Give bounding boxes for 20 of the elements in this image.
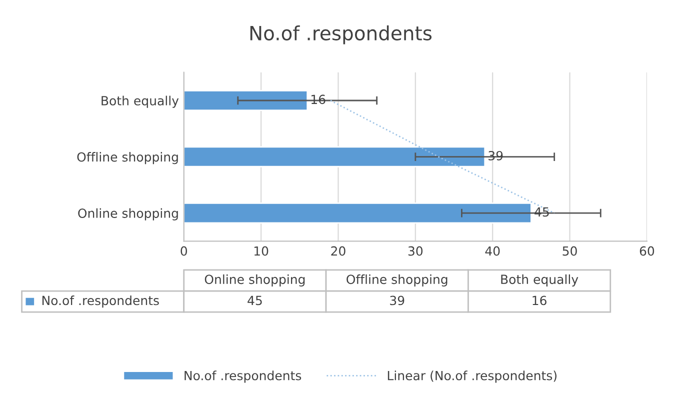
category-label: Online shopping (204, 274, 305, 287)
x-tick-label: 0 (180, 246, 188, 256)
text: 16 (532, 296, 546, 306)
y-tick-label: Online shopping (78, 208, 178, 220)
x-tick-label: 40 (485, 246, 500, 256)
text: No.of .respondents (184, 370, 302, 383)
legend-label: Linear (No.of .respondents) (388, 370, 556, 383)
x-tick-label: 10 (254, 246, 268, 256)
x-tick-label: 30 (408, 246, 423, 256)
category-label: Both equally (501, 274, 578, 287)
legend-label: No.of .respondents (42, 296, 159, 308)
text: 39 (390, 296, 404, 306)
y-tick-label: Offline shopping (77, 152, 178, 164)
y-tick-label: Both equally (102, 96, 179, 108)
x-tick-label: 50 (562, 246, 577, 256)
chart-title: No.of .respondents (250, 25, 432, 44)
text: 45 (248, 296, 262, 306)
x-tick-label: 60 (640, 246, 654, 256)
category-label: Offline shopping (346, 274, 448, 287)
x-tick-label: 20 (331, 246, 346, 256)
